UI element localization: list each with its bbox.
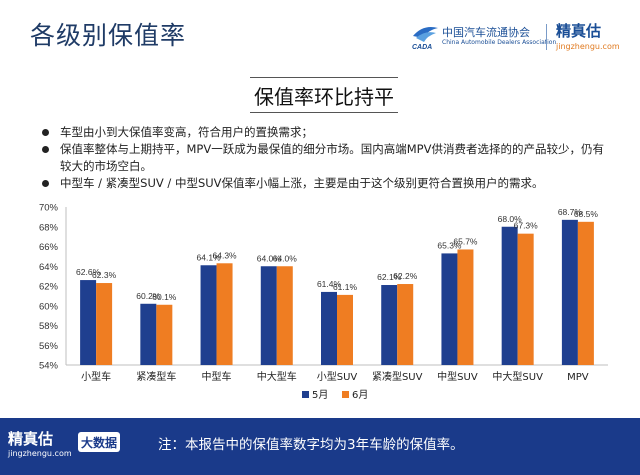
bar [381, 285, 398, 365]
y-tick-label: 58% [39, 321, 59, 332]
bar [96, 283, 113, 365]
bullet-item: 保值率整体与上期持平，MPV一跃成为最保值的细分市场。国内高端MPV供消费者选择… [38, 141, 608, 175]
bar [156, 304, 173, 365]
bar [276, 266, 293, 365]
jzg-logo-url: jingzhengu.com [556, 42, 620, 51]
header-divider [546, 24, 547, 50]
legend-swatch [342, 391, 349, 398]
y-tick-label: 70% [39, 203, 59, 214]
footer-note: 注：本报告中的保值率数字均为3年车龄的保值率。 [158, 437, 464, 453]
y-tick-label: 62% [39, 282, 59, 293]
caada-logo-icon: CADA [412, 27, 438, 51]
bar [321, 291, 337, 365]
x-tick-label: 小型SUV [317, 370, 358, 383]
y-tick-label: 66% [39, 242, 59, 253]
subtitle: 保值率环比持平 [254, 84, 394, 109]
footer-badge: 大数据 [78, 432, 120, 452]
jzg-logo: 精真估 jingzhengu.com [556, 20, 620, 51]
data-label: 65.7% [453, 236, 478, 246]
subtitle-box: 保值率环比持平 [250, 77, 398, 113]
footer-logo-name: 精真估 [8, 430, 54, 448]
data-label: 64.0% [273, 253, 298, 263]
x-tick-label: MPV [567, 372, 589, 383]
bullet-dot-icon [42, 180, 49, 187]
caada-name-en: China Automobile Dealers Association [442, 39, 557, 46]
bar [501, 226, 518, 365]
data-label: 60.2% [136, 291, 161, 301]
bar [441, 253, 458, 365]
data-label: 60.1% [152, 292, 177, 302]
bullet-text: 中型车 / 紧凑型SUV / 中型SUV保值率小幅上涨，主要是由于这个级别更符合… [60, 176, 544, 190]
bar [517, 233, 534, 365]
data-label: 62.1% [377, 272, 402, 282]
x-tick-label: 中型SUV [437, 370, 478, 383]
x-tick-label: 中型车 [202, 370, 232, 383]
data-label: 62.3% [92, 270, 117, 280]
legend-swatch [302, 391, 309, 398]
bullet-dot-icon [42, 129, 49, 136]
data-label: 68.0% [498, 214, 523, 224]
legend-label: 6月 [352, 389, 368, 401]
data-label: 68.7% [558, 207, 583, 217]
x-tick-label: 中大型SUV [492, 370, 543, 383]
bullet-item: 车型由小到大保值率变高，符合用户的置换需求； [38, 124, 608, 141]
y-tick-label: 56% [39, 341, 59, 352]
x-tick-label: 紧凑型SUV [372, 370, 423, 383]
data-label: 64.3% [213, 250, 238, 260]
jzg-logo-name: 精真估 [556, 22, 602, 40]
bar [80, 280, 97, 365]
bar [561, 219, 578, 365]
data-label: 65.3% [437, 240, 462, 250]
bullet-list: 车型由小到大保值率变高，符合用户的置换需求； 保值率整体与上期持平，MPV一跃成… [38, 124, 608, 192]
bar [397, 284, 414, 365]
data-label: 64.1% [197, 252, 222, 262]
data-label: 64.0% [257, 253, 282, 263]
footer-logo-url: jingzhengu.com [8, 449, 72, 458]
data-label: 62.6% [76, 267, 101, 277]
bar [216, 263, 233, 365]
footer-logo: 精真估 jingzhengu.com [8, 428, 72, 458]
bar [457, 249, 474, 365]
x-tick-label: 中大型车 [257, 370, 297, 383]
svg-text:CADA: CADA [412, 44, 432, 51]
x-tick-label: 紧凑型车 [136, 370, 176, 383]
caada-name-cn: 中国汽车流通协会 [442, 26, 530, 39]
y-tick-label: 60% [39, 301, 59, 312]
bar [337, 294, 353, 365]
data-label: 61.4% [317, 279, 342, 289]
retention-bar-chart: 54% 56% 58% 60% 62% 64% 66% 68% 70% 62.6%62.3% 小型车… [39, 203, 608, 401]
footer: 精真估 jingzhengu.com 大数据 注：本报告中的保值率数字均为3年车… [0, 418, 640, 475]
page-title: 各级别保值率 [30, 21, 187, 50]
bar [577, 221, 594, 365]
caada-logo: CADA 中国汽车流通协会 China Automobile Dealers A… [410, 22, 556, 52]
bullet-text: 车型由小到大保值率变高，符合用户的置换需求； [60, 125, 313, 139]
legend-label: 5月 [312, 389, 328, 401]
data-label: 68.5% [574, 209, 599, 219]
y-tick-label: 54% [39, 361, 59, 372]
bullet-text: 保值率整体与上期持平，MPV一跃成为最保值的细分市场。国内高端MPV供消费者选择… [60, 142, 604, 173]
bullet-dot-icon [42, 146, 49, 153]
y-tick-label: 68% [39, 222, 59, 233]
data-label: 61.1% [333, 282, 358, 292]
bar [140, 303, 157, 365]
bar [260, 266, 277, 365]
y-tick-label: 64% [39, 262, 59, 273]
bar [200, 265, 217, 365]
bullet-item: 中型车 / 紧凑型SUV / 中型SUV保值率小幅上涨，主要是由于这个级别更符合… [38, 175, 608, 192]
header: 各级别保值率 CADA 中国汽车流通协会 China Automobile De… [0, 0, 640, 62]
x-tick-label: 小型车 [81, 370, 111, 383]
data-label: 67.3% [514, 221, 539, 231]
data-label: 62.2% [393, 271, 418, 281]
